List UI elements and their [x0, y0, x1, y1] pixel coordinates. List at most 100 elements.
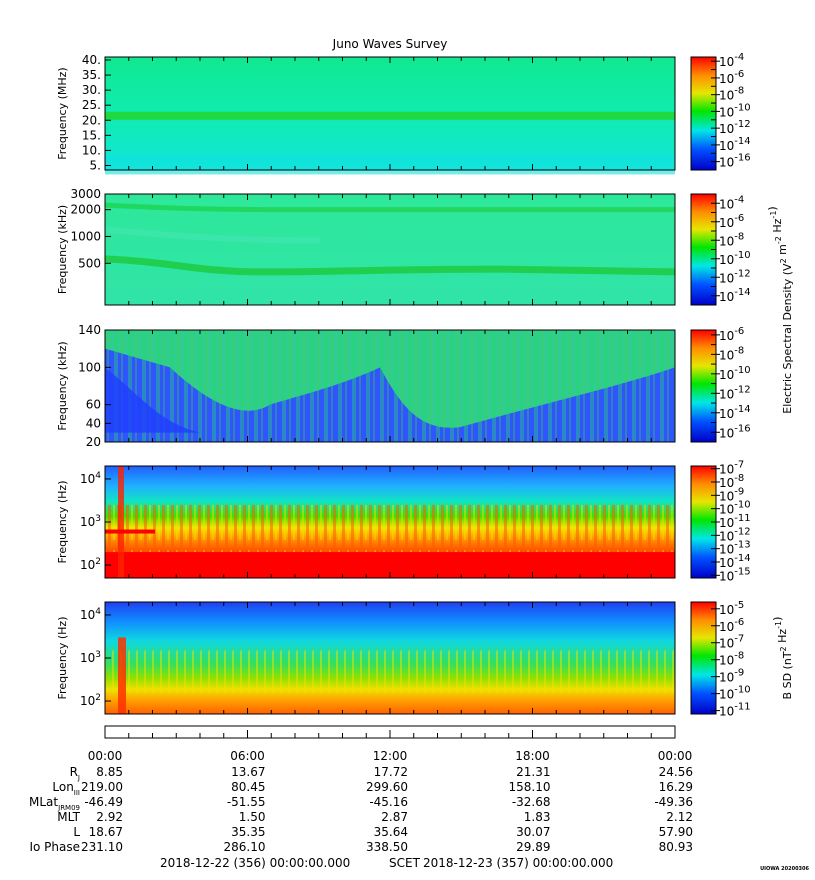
- colorbar-tick-label: 10-12: [719, 384, 751, 401]
- colorbar-tick-label: 10-6: [719, 326, 744, 343]
- colorbar-tick-label: 10-15: [719, 566, 751, 583]
- colorbar-tick-label: 10-10: [719, 102, 751, 119]
- colorbar-tick-label: 10-9: [719, 668, 744, 685]
- colorbar-tick-label: 10-6: [719, 69, 744, 86]
- ephemeris-value: -45.16: [369, 795, 408, 809]
- colorbar-tick-label: 10-8: [719, 345, 744, 362]
- y-tick-label: 10.: [82, 143, 101, 157]
- colorbar-label: B SD (nT2 Hz-1): [771, 617, 794, 700]
- colorbar-tick-label: 10-10: [719, 365, 751, 382]
- y-tick-label: 102: [80, 557, 101, 572]
- page-title: Juno Waves Survey: [332, 37, 448, 51]
- footer-start-time: 2018-12-22 (356) 00:00:00.000: [160, 856, 351, 870]
- ephemeris-value: 35.35: [231, 825, 265, 839]
- colorbar-tick-label: 10-4: [719, 194, 744, 211]
- colorbar-tick-label: 10-8: [719, 651, 744, 668]
- burst-feature: [118, 466, 124, 578]
- ephemeris-value: 158.10: [509, 780, 551, 794]
- ephemeris-value: 2.12: [666, 810, 693, 824]
- ephemeris-row-label: RJ: [70, 765, 80, 782]
- ephemeris-row-label: MLT: [57, 810, 80, 824]
- emission-band: [104, 202, 675, 213]
- y-tick-label: 35.: [82, 68, 101, 82]
- colorbar-tick-label: 10-6: [719, 213, 744, 230]
- colorbar-tick-label: 10-14: [719, 404, 751, 421]
- panel-3: 140 100 60 40 20 Frequency (kHz) 10-6 10-8 10-10…: [56, 323, 751, 449]
- y-tick-label: 3000: [70, 187, 101, 201]
- y-tick-label: 40.: [82, 53, 101, 67]
- ephemeris-value: 231.10: [81, 840, 123, 854]
- ephemeris-value: -46.49: [84, 795, 123, 809]
- y-axis-label: Frequency (Hz): [56, 481, 69, 564]
- emission-streaks: [105, 504, 675, 553]
- footer-stamp: UIOWA 20200306: [760, 866, 809, 872]
- colorbar-tick-label: 10-4: [719, 52, 744, 69]
- ephemeris-value: 80.45: [231, 780, 265, 794]
- y-tick-label: 20: [86, 435, 101, 449]
- ephemeris-row-label: L: [73, 825, 80, 839]
- footer-end-time: 2018-12-23 (357) 00:00:00.000: [423, 856, 614, 870]
- ephemeris-value: 17.72: [374, 765, 408, 779]
- y-axis-label: Frequency (kHz): [56, 341, 69, 430]
- colorbar-tick-label: 10-12: [719, 119, 751, 136]
- panel-1: 40.35.30.25.20.15.10.5. Frequency (MHz) 10…: [56, 52, 751, 175]
- y-tick-label: 5.: [90, 158, 101, 172]
- y-tick-label: 104: [80, 471, 101, 486]
- y-tick-label: 40: [86, 416, 101, 430]
- time-tick-label: 06:00: [230, 749, 265, 763]
- colorbar-tick-label: 10-10: [719, 250, 751, 267]
- y-axis-label: Frequency (Hz): [56, 617, 69, 700]
- ephemeris-value: 29.89: [516, 840, 550, 854]
- y-tick-label: 25.: [82, 98, 101, 112]
- ephemeris-value: 21.31: [516, 765, 550, 779]
- colorbar-tick-label: 10-16: [719, 153, 751, 170]
- ephemeris-value: 1.50: [239, 810, 266, 824]
- footer-scet-label: SCET: [389, 856, 420, 870]
- colorbar-tick-label: 10-14: [719, 287, 751, 304]
- y-tick-label: 1000: [70, 229, 101, 243]
- ephemeris-value: 219.00: [81, 780, 123, 794]
- ephemeris-value: -51.55: [227, 795, 266, 809]
- emission-streaks: [105, 650, 675, 694]
- ephemeris-value: 299.60: [366, 780, 408, 794]
- colorbar-tick-label: 10-10: [719, 685, 751, 702]
- ephemeris-value: 18.67: [89, 825, 123, 839]
- ephemeris-value: 2.87: [381, 810, 408, 824]
- burst-feature: [105, 529, 155, 534]
- colorbar-tick-label: 10-8: [719, 86, 744, 103]
- ephemeris-row-label: Io Phase: [29, 840, 80, 854]
- spectrogram-background: [105, 194, 675, 305]
- y-tick-label: 103: [80, 514, 101, 529]
- ephemeris-value: 35.64: [374, 825, 408, 839]
- y-tick-label: 100: [78, 360, 101, 374]
- y-tick-label: 140: [78, 323, 101, 337]
- colorbar-tick-label: 10-16: [719, 423, 751, 440]
- colorbar: [690, 329, 717, 443]
- y-tick-label: 2000: [70, 203, 101, 217]
- ephemeris-row-label: LonIII: [52, 780, 80, 797]
- y-tick-label: 30.: [82, 83, 101, 97]
- colorbar-tick-label: 10-12: [719, 268, 751, 285]
- emission-band: [104, 226, 321, 244]
- colorbar-tick-label: 10-6: [719, 617, 744, 634]
- quiet-region: [105, 367, 200, 433]
- ephemeris-value: 30.07: [516, 825, 550, 839]
- y-tick-label: 500: [78, 256, 101, 270]
- ephemeris-value: 2.92: [96, 810, 123, 824]
- burst-feature: [118, 637, 126, 714]
- ephemeris-value: 1.83: [524, 810, 551, 824]
- ephemeris-value: 286.10: [224, 840, 266, 854]
- ephemeris-value: -32.68: [512, 795, 551, 809]
- emission-streaks: [105, 330, 675, 442]
- ephemeris-value: 80.93: [659, 840, 693, 854]
- ephemeris-value: 13.67: [231, 765, 265, 779]
- colorbar-tick-label: 10-11: [719, 702, 751, 719]
- time-tick-label: 12:00: [373, 749, 408, 763]
- emission-band: [104, 255, 676, 276]
- colorbar: [690, 56, 717, 171]
- ephemeris-value: 24.56: [659, 765, 693, 779]
- ephemeris-value: -49.36: [654, 795, 693, 809]
